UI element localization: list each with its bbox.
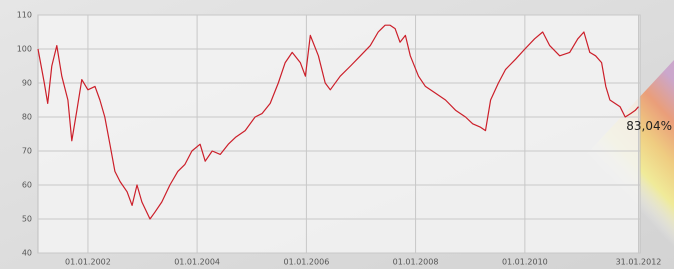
y-tick-label: 40 <box>22 249 32 258</box>
y-tick-label: 70 <box>22 147 32 156</box>
y-tick-label: 110 <box>17 11 32 20</box>
value-label: 83,04% <box>626 119 672 133</box>
x-tick-label: 01.01.2002 <box>65 258 111 267</box>
x-tick-label: 01.01.2010 <box>502 258 548 267</box>
x-tick-label: 01.01.2004 <box>174 258 220 267</box>
x-tick-label: 01.01.2006 <box>283 258 329 267</box>
y-tick-label: 100 <box>17 45 32 54</box>
x-tick-label: 31.01.2012 <box>616 258 662 267</box>
x-tick-label: 01.01.2008 <box>393 258 439 267</box>
y-tick-label: 80 <box>22 113 32 122</box>
y-tick-label: 90 <box>22 79 32 88</box>
plot-area <box>38 15 640 253</box>
y-tick-label: 50 <box>22 215 32 224</box>
y-tick-label: 60 <box>22 181 32 190</box>
chart: 40 50 60 70 80 90 100 110 01.01.2002 01.01.2004 01… <box>0 0 674 269</box>
